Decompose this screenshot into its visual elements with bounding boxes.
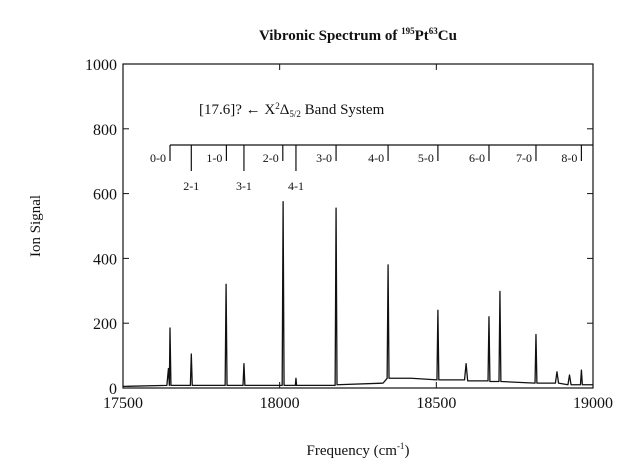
y-axis-label: Ion Signal bbox=[28, 195, 44, 257]
band-label: 8-0 bbox=[561, 151, 577, 165]
band-label: 2-0 bbox=[263, 151, 279, 165]
annotation: [17.6]? ← X2Δ5/2 Band System bbox=[199, 101, 385, 119]
y-tick-label: 800 bbox=[93, 122, 117, 139]
plot-frame bbox=[122, 63, 594, 389]
x-tick-label: 17500 bbox=[103, 395, 143, 412]
y-tick-label: 0 bbox=[109, 381, 117, 398]
y-tick-label: 200 bbox=[93, 316, 117, 333]
band-label: 7-0 bbox=[516, 151, 532, 165]
x-tick-label: 18500 bbox=[416, 395, 456, 412]
band-label: 3-0 bbox=[316, 151, 332, 165]
band-label: 1-0 bbox=[206, 151, 222, 165]
band-label: 6-0 bbox=[469, 151, 485, 165]
band-label: 5-0 bbox=[418, 151, 434, 165]
y-tick-label: 1000 bbox=[85, 57, 117, 74]
hot-band-label: 4-1 bbox=[288, 179, 304, 193]
y-tick-label: 400 bbox=[93, 251, 117, 268]
x-tick-label: 18000 bbox=[260, 395, 300, 412]
y-tick-label: 600 bbox=[93, 187, 117, 204]
chart-title: Vibronic Spectrum of 195Pt63Cu bbox=[259, 26, 457, 44]
x-axis-label: Frequency (cm-1) bbox=[307, 441, 410, 459]
band-label: 4-0 bbox=[368, 151, 384, 165]
spectrum-line bbox=[122, 201, 593, 388]
x-tick-label: 19000 bbox=[573, 395, 613, 412]
hot-band-label: 2-1 bbox=[183, 179, 199, 193]
band-label: 0-0 bbox=[150, 151, 166, 165]
hot-band-label: 3-1 bbox=[236, 179, 252, 193]
